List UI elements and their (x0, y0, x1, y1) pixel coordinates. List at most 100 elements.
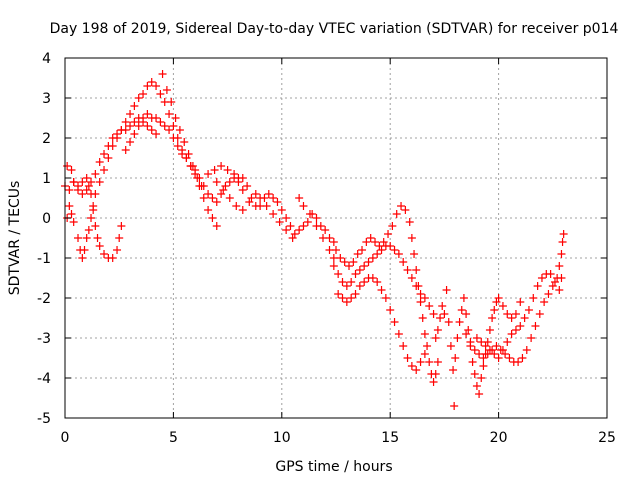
data-point (377, 286, 386, 294)
y-tick-label: -4 (37, 371, 51, 387)
data-point (182, 154, 191, 162)
data-point (544, 290, 553, 298)
y-tick-label: -1 (37, 251, 51, 267)
x-tick-label: 0 (61, 430, 70, 446)
data-point (156, 90, 165, 98)
data-point (407, 362, 416, 370)
x-tick-label: 25 (598, 430, 616, 446)
data-point (199, 194, 208, 202)
data-point (256, 194, 265, 202)
data-point (488, 314, 497, 322)
data-point (472, 334, 481, 342)
series-track-7 (329, 242, 438, 318)
data-point (84, 182, 93, 190)
data-point (386, 306, 395, 314)
data-point (511, 326, 520, 334)
data-point (212, 178, 221, 186)
data-point (342, 282, 351, 290)
data-point (193, 174, 202, 182)
y-tick-label: 4 (42, 51, 51, 67)
data-point (100, 250, 109, 258)
data-point (412, 366, 421, 374)
data-point (546, 270, 555, 278)
data-point (557, 274, 566, 282)
data-point (286, 222, 295, 230)
data-point (188, 162, 197, 170)
data-point (386, 242, 395, 250)
data-point (384, 230, 393, 238)
data-point (420, 294, 429, 302)
data-point (429, 378, 438, 386)
data-point (95, 178, 104, 186)
x-tick-label: 20 (490, 430, 508, 446)
data-point (108, 142, 117, 150)
data-point (95, 242, 104, 250)
data-point (113, 134, 122, 142)
data-point (152, 114, 161, 122)
data-point (152, 130, 161, 138)
data-point (67, 210, 76, 218)
data-point (475, 390, 484, 398)
data-point (143, 82, 152, 90)
data-point (558, 238, 567, 246)
data-point (334, 290, 343, 298)
data-point (407, 234, 416, 242)
series-track-8 (334, 274, 429, 374)
data-point (80, 246, 89, 254)
data-point (117, 222, 126, 230)
data-point (399, 342, 408, 350)
data-point (171, 114, 180, 122)
x-tick-label: 10 (273, 430, 291, 446)
series-scatter-17-19 (431, 286, 525, 410)
data-point (353, 250, 362, 258)
data-point (433, 326, 442, 334)
data-point (219, 186, 228, 194)
data-point (126, 122, 135, 130)
data-point (412, 282, 421, 290)
data-point (82, 234, 91, 242)
data-point (381, 294, 390, 302)
data-point (347, 294, 356, 302)
data-point (351, 270, 360, 278)
data-point (78, 254, 87, 262)
data-point (93, 234, 102, 242)
data-point (516, 298, 525, 306)
data-point (481, 342, 490, 350)
data-point (336, 254, 345, 262)
y-tick-label: 1 (42, 171, 51, 187)
data-point (394, 250, 403, 258)
data-point (321, 226, 330, 234)
data-point (475, 350, 484, 358)
data-point (360, 262, 369, 270)
data-point (472, 382, 481, 390)
data-point (453, 334, 462, 342)
x-tick-label: 15 (381, 430, 399, 446)
data-point (535, 310, 544, 318)
data-point (412, 266, 421, 274)
data-point (69, 218, 78, 226)
data-point (416, 298, 425, 306)
tick-labels: 0 5 10 15 20 25 -5 -4 -3 -2 -1 0 1 2 3 4 (37, 51, 616, 446)
data-point (485, 346, 494, 354)
data-point (269, 194, 278, 202)
data-point (147, 126, 156, 134)
data-point (368, 274, 377, 282)
data-point (91, 222, 100, 230)
data-point (334, 270, 343, 278)
data-point (100, 150, 109, 158)
data-point (210, 166, 219, 174)
data-point (555, 262, 564, 270)
data-point (494, 294, 503, 302)
data-point (197, 182, 206, 190)
data-point (403, 354, 412, 362)
data-point (169, 122, 178, 130)
data-point (371, 238, 380, 246)
data-point (449, 366, 458, 374)
data-point (377, 246, 386, 254)
data-point (130, 118, 139, 126)
data-point (527, 334, 536, 342)
data-point (247, 194, 256, 202)
data-point (531, 322, 540, 330)
data-point (108, 254, 117, 262)
data-point (498, 346, 507, 354)
